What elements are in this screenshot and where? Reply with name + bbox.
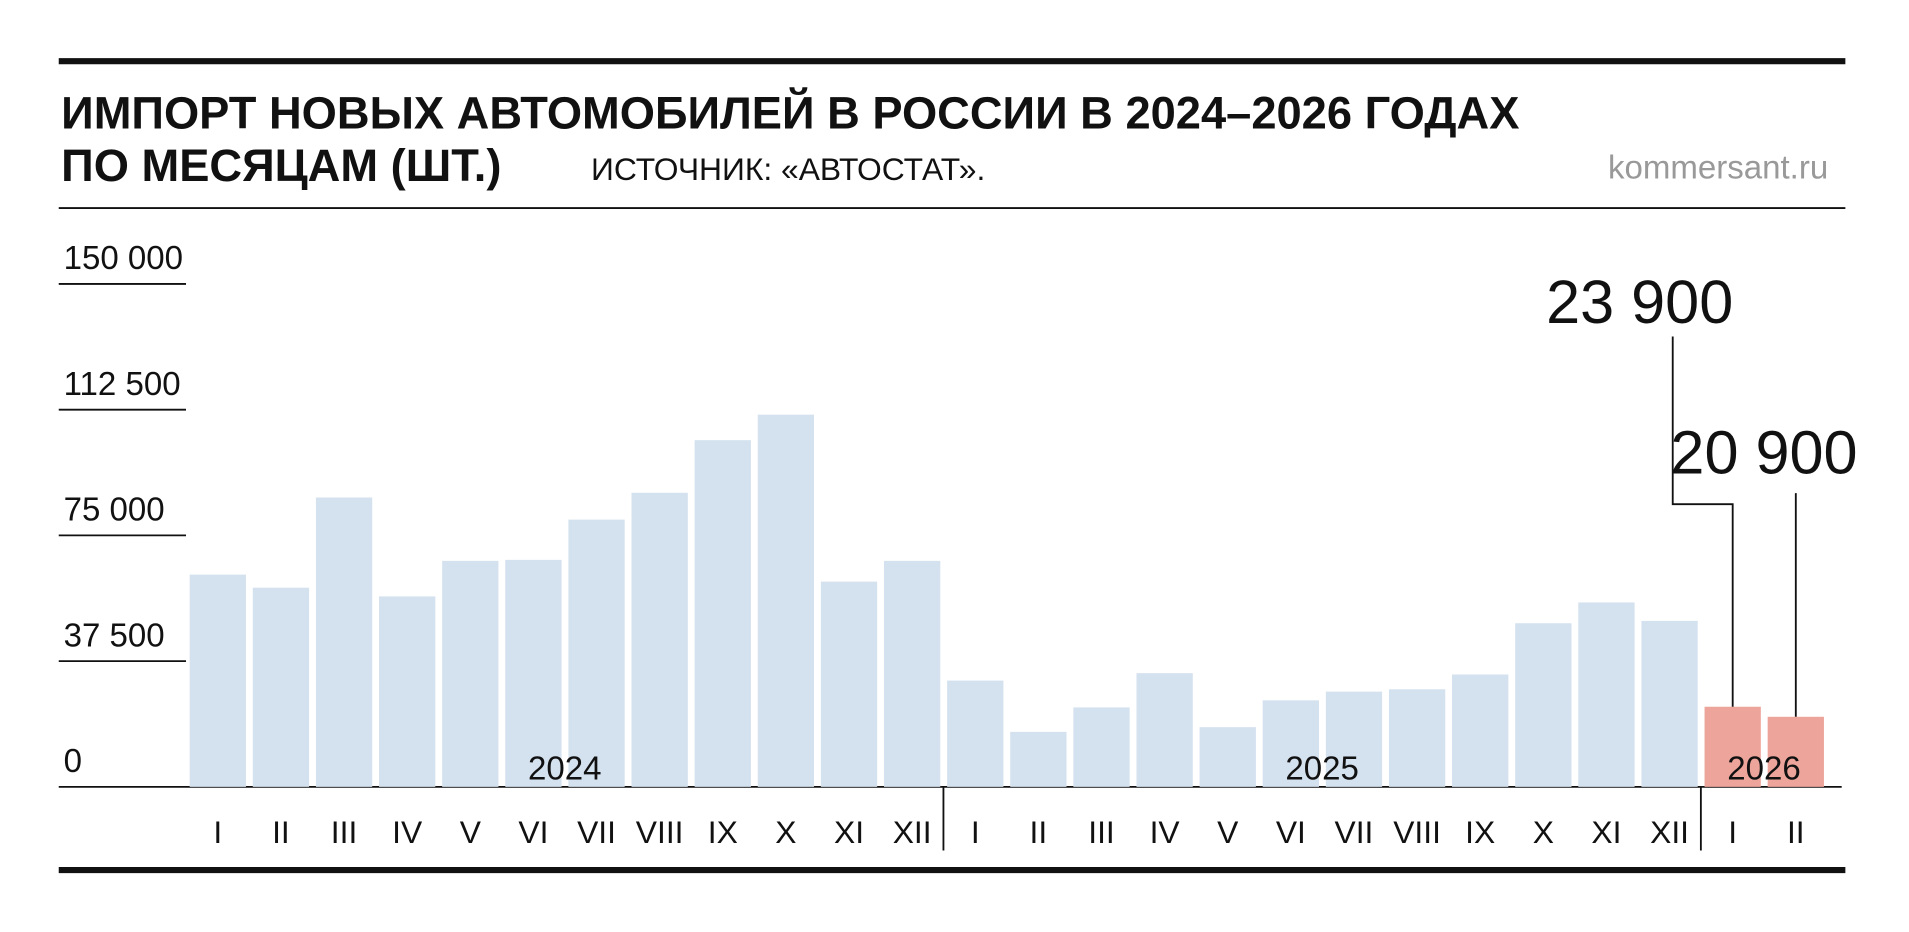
bar xyxy=(1388,689,1446,787)
x-tick-label: VI xyxy=(1276,814,1306,850)
x-tick-label: VIII xyxy=(636,814,684,850)
year-label: 2024 xyxy=(528,751,601,788)
x-tick-label: XII xyxy=(893,814,932,850)
x-tick-label: XI xyxy=(1591,814,1621,850)
site: kommersant.ru xyxy=(1608,150,1828,187)
y-tick-label: 37 500 xyxy=(64,617,165,654)
x-tick-label: X xyxy=(1533,814,1554,850)
x-tick-label: II xyxy=(272,814,290,850)
x-tick-label: I xyxy=(971,814,980,850)
bar xyxy=(1578,602,1635,787)
bar xyxy=(505,559,562,787)
bar xyxy=(820,581,878,787)
y-tick-label: 112 500 xyxy=(64,366,181,403)
y-tick-label: 75 000 xyxy=(64,492,165,529)
chart-subtitle: ПО МЕСЯЦАМ (ШТ.) xyxy=(61,140,501,191)
x-tick-label: IV xyxy=(1150,814,1181,850)
source: ИСТОЧНИК: «АВТОСТАТ». xyxy=(591,151,985,187)
bar xyxy=(1452,674,1509,787)
x-tick-label: IV xyxy=(392,814,423,850)
x-tick-label: V xyxy=(1217,814,1239,850)
bar xyxy=(189,574,246,787)
bar xyxy=(1073,707,1130,787)
x-tick-label: II xyxy=(1030,814,1048,850)
year-label: 2025 xyxy=(1285,751,1358,788)
bar xyxy=(315,497,373,787)
value-label: 20 900 xyxy=(1670,419,1857,487)
year-label: 2026 xyxy=(1727,751,1800,788)
chart-title: ИМПОРТ НОВЫХ АВТОМОБИЛЕЙ В РОССИИ В 2024… xyxy=(61,87,1519,138)
bar xyxy=(1010,731,1067,787)
x-tick-label: X xyxy=(775,814,796,850)
bar xyxy=(568,519,625,787)
x-tick-label: III xyxy=(1088,814,1115,850)
x-tick-label: IX xyxy=(708,814,738,850)
y-tick-label: 0 xyxy=(64,743,82,780)
x-tick-label: V xyxy=(460,814,482,850)
x-tick-label: IX xyxy=(1465,814,1495,850)
value-label: 23 900 xyxy=(1546,268,1733,336)
x-tick-label: I xyxy=(1728,814,1737,850)
bar xyxy=(947,680,1004,787)
bar xyxy=(1515,623,1572,787)
bar xyxy=(379,596,436,787)
bar xyxy=(1199,727,1256,787)
bar xyxy=(1704,706,1761,787)
x-tick-label: VII xyxy=(577,814,616,850)
x-tick-label: XII xyxy=(1650,814,1689,850)
y-tick-label: 150 000 xyxy=(64,240,183,277)
bar xyxy=(757,414,815,787)
x-tick-label: III xyxy=(331,814,358,850)
x-tick-label: VII xyxy=(1335,814,1374,850)
bar xyxy=(631,492,688,787)
leader-line xyxy=(1671,336,1734,707)
x-tick-label: VIII xyxy=(1393,814,1441,850)
bar xyxy=(1325,691,1383,787)
x-tick-label: I xyxy=(213,814,222,850)
x-tick-label: II xyxy=(1787,814,1805,850)
bar xyxy=(1767,716,1824,787)
bar xyxy=(694,440,751,787)
x-tick-label: VI xyxy=(518,814,548,850)
bar xyxy=(252,587,310,787)
bar xyxy=(1641,620,1698,787)
bar xyxy=(883,560,941,787)
bar xyxy=(1262,700,1319,787)
bar xyxy=(1136,673,1193,787)
bar xyxy=(442,560,499,787)
x-tick-label: XI xyxy=(834,814,864,850)
